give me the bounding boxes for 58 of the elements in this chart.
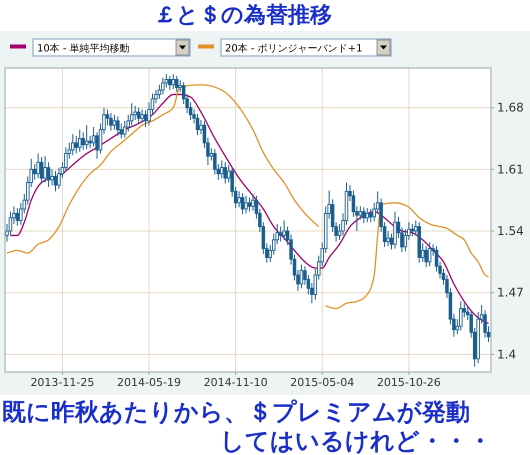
candlestick [366, 208, 370, 223]
candlestick [71, 134, 75, 156]
candlestick [43, 156, 47, 184]
candlestick [36, 152, 40, 179]
candlestick [459, 301, 463, 332]
y-tick-label: 1.4 [497, 347, 516, 362]
candlestick [368, 208, 372, 223]
candlestick [393, 211, 397, 250]
candlestick [116, 116, 120, 136]
x-tick-label: 2014-05-19 [117, 376, 181, 389]
candlestick [300, 264, 304, 289]
x-tick-label: 2015-10-26 [376, 376, 441, 389]
candlestick [248, 197, 252, 212]
candlestick [282, 220, 286, 240]
candlestick [172, 74, 176, 90]
candlestick [174, 75, 178, 92]
candlestick [220, 160, 224, 179]
legend-label: 10本 - 単純平均移動 [37, 42, 130, 54]
candlestick [428, 242, 432, 267]
candlestick [88, 135, 92, 149]
y-tick-label: 1.47 [497, 286, 524, 300]
candlestick [109, 112, 113, 132]
candlestick [16, 208, 20, 226]
candlestick [144, 110, 148, 128]
candlestick [278, 226, 282, 242]
candlestick [136, 107, 140, 124]
candlestick [410, 223, 414, 237]
candlestick [112, 114, 116, 130]
candlestick [161, 77, 165, 95]
candlestick [240, 192, 244, 215]
x-tick-label: 2013-11-25 [30, 376, 94, 389]
candlestick [74, 135, 78, 154]
candlestick [84, 124, 88, 150]
candlestick [54, 170, 58, 192]
candlestick [244, 195, 248, 214]
candlestick [358, 206, 362, 220]
candlestick [92, 126, 96, 147]
y-tick-label: 1.61 [497, 162, 524, 176]
y-tick-label: 1.68 [497, 100, 524, 115]
x-tick-label: 2015-05-04 [290, 376, 354, 389]
candlestick [237, 190, 241, 208]
candlestick [251, 194, 255, 212]
candlestick [32, 164, 36, 180]
candlestick [40, 156, 44, 184]
text: 既に昨秋あたりから、＄プレミアムが発動 [2, 398, 470, 426]
candlestick [223, 162, 227, 184]
candlestick [196, 113, 200, 136]
legend-label: 20本 - ボリンジャーバンド+1 [225, 42, 362, 54]
candlestick [78, 129, 82, 152]
candlestick [50, 168, 54, 186]
y-tick-label: 1.54 [497, 224, 524, 238]
text: してはいるけれど・・・ [220, 427, 492, 455]
candlestick [362, 206, 366, 224]
candlestick [168, 75, 172, 91]
candlestick [140, 108, 144, 124]
x-tick-label: 2014-11-10 [204, 376, 268, 389]
candlestick [424, 245, 428, 268]
chart-title: ￡と＄の為替推移 [154, 3, 332, 28]
